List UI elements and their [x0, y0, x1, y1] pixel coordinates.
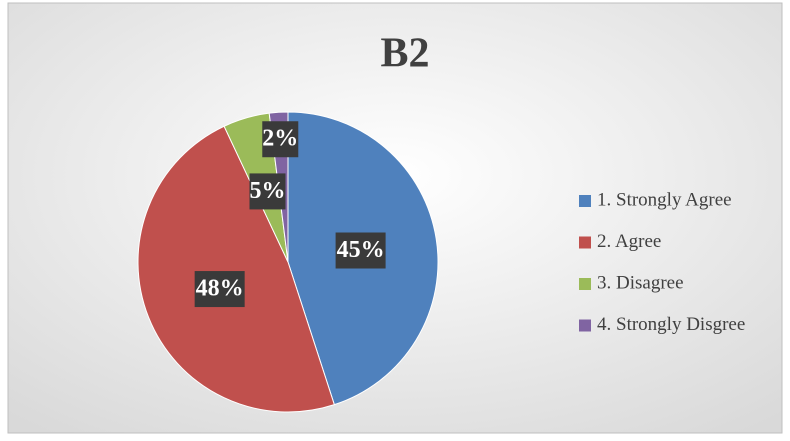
data-label: 48% — [196, 276, 244, 302]
legend-label: 3. Disagree — [597, 272, 684, 293]
data-label-box — [335, 232, 386, 269]
data-label: 5% — [249, 178, 285, 204]
data-label-box — [262, 121, 299, 158]
legend-swatch — [579, 236, 591, 249]
pie-slice — [137, 125, 335, 413]
legend-swatch — [579, 278, 591, 290]
data-label: 45% — [337, 237, 385, 263]
legend-label: 4. Strongly Disgree — [597, 314, 745, 335]
data-label-box — [249, 173, 286, 210]
chart-title: B2 — [380, 31, 429, 77]
legend-swatch — [579, 195, 591, 207]
legend-label: 1. Strongly Agree — [597, 189, 732, 210]
data-label: 2% — [262, 126, 298, 152]
legend-label: 2. Agree — [597, 231, 661, 252]
data-label-box — [194, 271, 245, 308]
legend-swatch — [579, 319, 591, 332]
